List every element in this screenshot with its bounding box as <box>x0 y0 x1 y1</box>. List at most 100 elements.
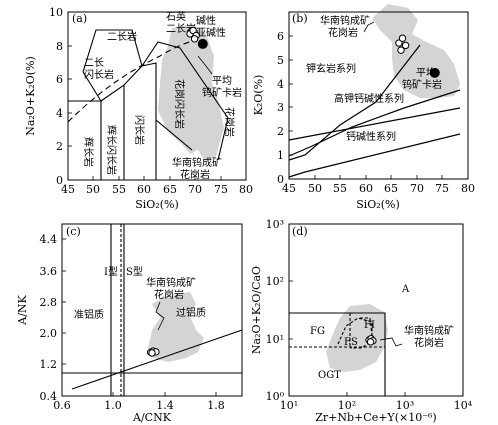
y-tick: 4.4 <box>40 233 58 246</box>
x-tick: 45 <box>61 183 75 196</box>
points-d <box>365 334 377 346</box>
x-tick: 1.4 <box>156 399 174 412</box>
y-tick: 4 <box>56 107 63 120</box>
x-tick: 1.0 <box>104 399 122 412</box>
x-tick: 50 <box>86 183 100 196</box>
y-tick: 10⁰ <box>266 390 285 403</box>
x-tick: 10⁴ <box>454 399 473 412</box>
panel-a: 二长岩 二长 闪长岩 石英 二长岩 碱性 亚碱性 辉长岩 辉长闪长岩 闪长岩 花… <box>24 6 253 211</box>
points-b <box>395 34 440 78</box>
sample-point <box>398 34 407 42</box>
whalen-labels: A FG FI FS OGT 华南钨成矿 花岗岩 <box>310 284 454 381</box>
y-tick: 10² <box>266 275 284 288</box>
whalen-ticks <box>288 223 464 397</box>
i-type-label: I型 <box>104 265 118 278</box>
group-leader <box>155 301 165 331</box>
avg-label: 钨矿卡岩 <box>402 78 442 91</box>
axis-text-d: (d) 10¹ 10² 10³ 10⁴ 10⁰ 10¹ 10² 10³ Zr+N… <box>250 218 473 424</box>
x-tick: 70 <box>410 182 424 195</box>
x-tick: 0.6 <box>53 399 71 412</box>
group-leader <box>363 21 375 33</box>
y-axis-title: Na₂O+K₂O/CaO <box>250 266 263 354</box>
x-tick: 75 <box>214 183 228 196</box>
field-label-fi: FI <box>364 320 375 331</box>
frame-b <box>288 11 469 180</box>
granite-field-shade <box>158 24 224 162</box>
y-tick: 2 <box>56 140 63 153</box>
y-tick: 2 <box>277 125 284 138</box>
sample-point <box>401 41 410 50</box>
x-tick: 60 <box>137 183 151 196</box>
field-label: 闪长岩 <box>133 115 146 145</box>
y-axis-title: A/NK <box>16 294 29 325</box>
x-tick: 50 <box>308 182 322 195</box>
sample-point <box>397 46 405 54</box>
y-tick: 6 <box>56 73 63 86</box>
field-label-a: A <box>401 284 410 295</box>
granite-field-shade <box>148 292 204 362</box>
granite-field-shade <box>326 304 388 372</box>
k2o-ticks <box>288 35 469 180</box>
y-tick: 0 <box>277 173 284 186</box>
panel-b: 钾玄岩系列 高钾钙碱性系列 钙碱性系列 华南钨成矿 花岗岩 平均 钨矿卡岩 (b… <box>252 4 475 211</box>
field-label: 花岗岩 <box>223 107 236 137</box>
axis-text-a: (a) 45 50 55 60 65 70 75 80 0 2 4 6 8 10… <box>24 6 253 211</box>
sample-point <box>366 338 375 346</box>
x-tick: 65 <box>384 182 398 195</box>
y-tick: 1 <box>277 149 284 162</box>
x-tick: 10¹ <box>280 399 298 412</box>
y-tick: 10 <box>49 6 63 19</box>
field-label: 花岗闪长岩 <box>173 79 186 129</box>
group-label: 华南钨成矿 <box>146 276 196 289</box>
y-tick: 10¹ <box>266 333 284 346</box>
axis-text-c: (c) 0.6 1.0 1.4 1.8 0.4 1.2 2.0 2.8 3.6 … <box>16 225 225 424</box>
series-label-high-k: 高钾钙碱性系列 <box>334 92 404 105</box>
frame-a <box>67 11 247 181</box>
field-label: 碱性 <box>196 14 216 27</box>
average-point <box>429 67 440 78</box>
avg-label: 平均 <box>212 75 232 87</box>
y-tick: 3.6 <box>40 265 58 278</box>
x-tick: 60 <box>359 182 373 195</box>
group-label: 华南钨成矿 <box>172 156 222 169</box>
field-label: 亚碱性 <box>196 26 226 39</box>
avg-label: 钨矿卡岩 <box>202 86 242 99</box>
tas-boundaries <box>67 29 229 180</box>
x-axis-title: SiO₂(%) <box>135 198 179 211</box>
y-tick: 6 <box>277 30 284 43</box>
panel-label: (b) <box>292 12 308 25</box>
x-tick: 55 <box>333 182 347 195</box>
field-label: 石英 <box>166 10 186 23</box>
y-tick: 0 <box>56 174 63 187</box>
panel-label: (a) <box>72 12 87 25</box>
x-tick: 80 <box>461 182 475 195</box>
avg-leader <box>197 55 213 75</box>
panel-label: (d) <box>292 225 308 238</box>
y-tick: 8 <box>56 40 63 53</box>
panel-d: A FG FI FS OGT 华南钨成矿 花岗岩 (d) 10¹ 10² 10³… <box>250 218 473 424</box>
field-label: 辉长闪长岩 <box>105 125 118 175</box>
field-label-fg: FG <box>310 326 325 337</box>
k2o-boundaries <box>288 44 461 178</box>
acnk-boundaries <box>62 224 243 396</box>
y-axis-title: K₂O(%) <box>252 75 265 116</box>
x-tick: 10² <box>338 399 356 412</box>
panel-c: I型 S型 准铝质 过铝质 华南钨成矿 花岗岩 (c) 0.6 1.0 1.4 … <box>16 223 243 424</box>
field-label: 闪长岩 <box>84 68 114 81</box>
tas-field-labels: 二长岩 二长 闪长岩 石英 二长岩 碱性 亚碱性 辉长岩 辉长闪长岩 闪长岩 花… <box>82 10 242 181</box>
x-tick: 65 <box>163 183 177 196</box>
tas-ticks <box>67 11 247 181</box>
y-tick: 5 <box>277 54 284 67</box>
y-tick: 2.8 <box>40 296 58 309</box>
acnk-ticks <box>61 238 217 397</box>
axis-text-b: (b) 45 50 55 60 65 70 75 80 0 1 2 3 4 5 … <box>252 12 475 211</box>
group-label: 花岗岩 <box>180 168 210 181</box>
panel-label: (c) <box>66 225 81 238</box>
x-axis-title: Zr+Nb+Ce+Y(×10⁻⁶) <box>315 411 436 424</box>
series-label-shoshonite: 钾玄岩系列 <box>306 62 356 75</box>
x-tick: 55 <box>112 183 126 196</box>
field-label: 辉长岩 <box>82 137 95 167</box>
x-tick: 10³ <box>396 399 414 412</box>
y-tick: 1.2 <box>40 358 58 371</box>
